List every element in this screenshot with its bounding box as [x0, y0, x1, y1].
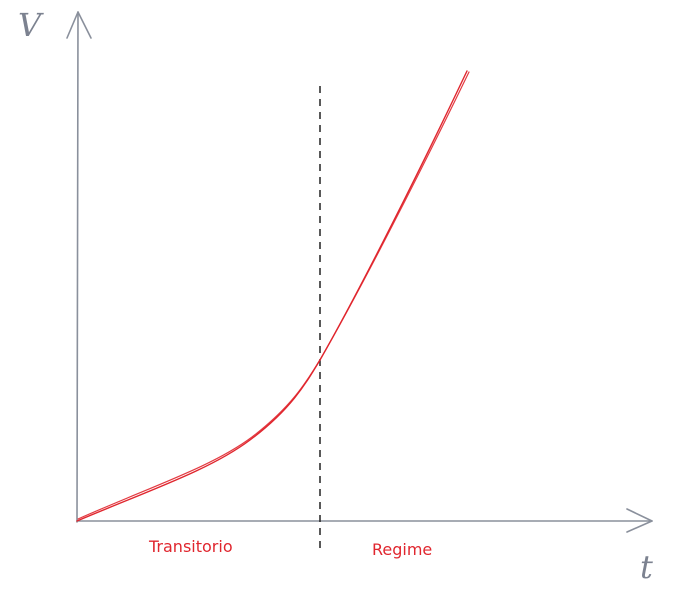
y-axis-label: V	[18, 6, 44, 44]
velocity-curve	[76, 70, 470, 522]
velocity-curve-stroke-a	[76, 70, 468, 522]
y-axis	[66, 11, 92, 523]
x-axis-arrowhead	[626, 508, 653, 533]
x-axis	[76, 508, 653, 533]
region-label-transitorio: Transitorio	[148, 537, 233, 556]
x-axis-label: t	[640, 548, 653, 586]
velocity-curve-stroke-b	[77, 71, 470, 520]
region-label-regime: Regime	[372, 540, 432, 559]
y-axis-arrowhead	[66, 11, 92, 39]
y-axis-line	[76, 11, 79, 523]
